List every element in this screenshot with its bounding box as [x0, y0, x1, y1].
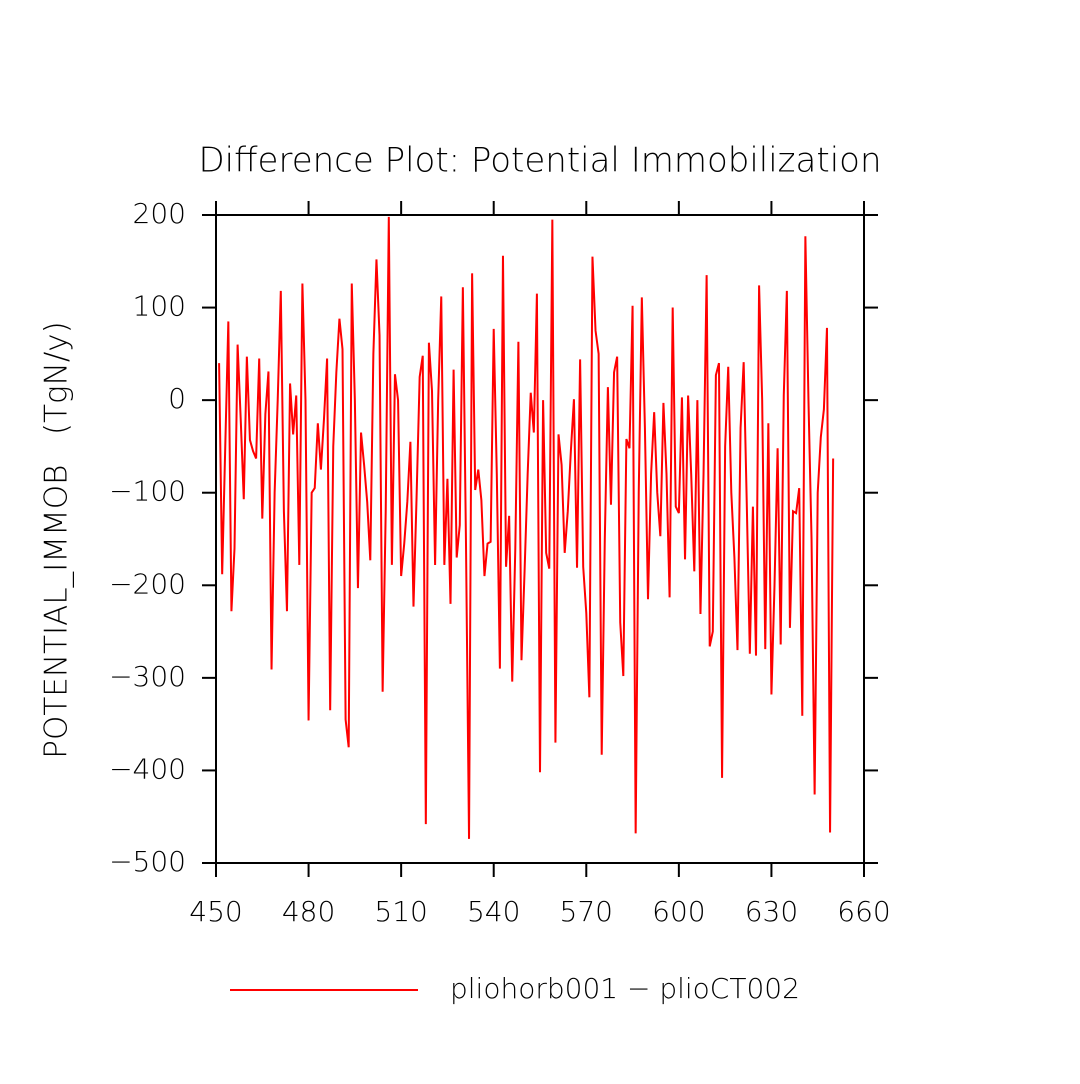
chart-title: Difference Plot: Potential Immobilizatio…: [199, 141, 882, 181]
y-tick-label: −100: [109, 475, 186, 508]
x-tick-label: 660: [837, 895, 890, 928]
data-line: [218, 216, 835, 839]
plot-frame: [215, 214, 865, 864]
x-tick-label: 480: [282, 895, 335, 928]
y-tick-label: 100: [133, 290, 186, 323]
y-tick-label: −200: [109, 567, 186, 600]
y-tick-label: −300: [109, 660, 186, 693]
y-tick-label: 0: [168, 382, 186, 415]
y-tick-label: 200: [133, 197, 186, 230]
y-tick-label: −400: [109, 752, 186, 785]
y-axis-label: POTENTIAL_IMMOB (TgN/y): [39, 321, 75, 758]
x-tick-label: 630: [745, 895, 798, 928]
x-tick-label: 540: [467, 895, 520, 928]
x-tick-label: 510: [374, 895, 427, 928]
x-tick-label: 600: [652, 895, 705, 928]
y-tick-label: −500: [109, 845, 186, 878]
legend-label: pliohorb001 − plioCT002: [450, 972, 800, 1005]
x-tick-label: 570: [560, 895, 613, 928]
x-tick-label: 450: [189, 895, 242, 928]
